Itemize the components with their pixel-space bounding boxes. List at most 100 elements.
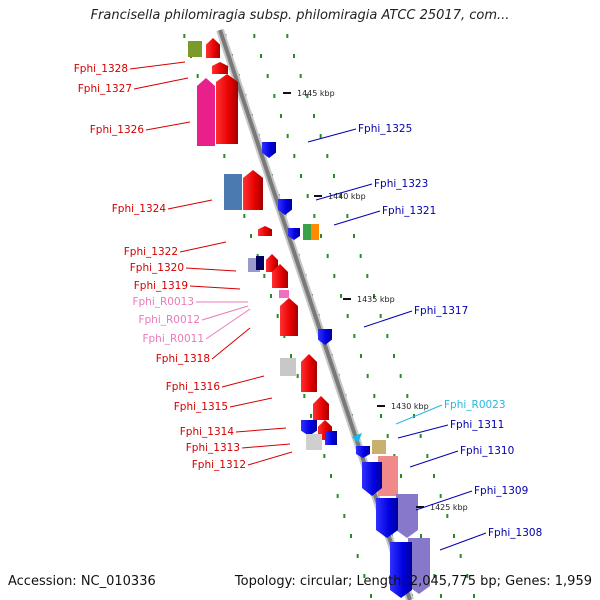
tick-dot xyxy=(293,154,296,158)
tick-dot xyxy=(270,294,272,298)
tick-dot xyxy=(453,534,455,538)
leader-line xyxy=(179,241,227,253)
feature-fphi-1321c xyxy=(311,224,319,240)
tick-dot xyxy=(310,414,312,418)
leader-line xyxy=(395,404,443,425)
tick-dot xyxy=(340,294,342,298)
feature-fphi-1316 xyxy=(280,358,296,376)
feature-fphi-1313 xyxy=(301,420,317,436)
gene-label-fphi-r0013: Fphi_R0013 xyxy=(132,296,194,308)
tick-dot xyxy=(299,74,302,78)
tick-dot xyxy=(363,574,366,578)
tick-dot xyxy=(319,134,322,138)
tick-dot xyxy=(380,414,382,418)
gene-label-fphi-r0011: Fphi_R0011 xyxy=(142,333,204,345)
tick-dot xyxy=(306,194,309,198)
feature-fphi-1326 xyxy=(197,78,215,146)
gene-label-fphi-1316: Fphi_1316 xyxy=(166,381,221,393)
tick-dot xyxy=(406,394,409,398)
feature-fphi-1311b xyxy=(356,446,370,458)
leader-line xyxy=(333,210,381,226)
tick-dot xyxy=(459,554,462,558)
tick-dot xyxy=(300,174,302,178)
leader-line xyxy=(167,199,213,210)
gene-label-fphi-1323: Fphi_1323 xyxy=(374,178,428,190)
tick-dot xyxy=(399,374,402,378)
tick-dot xyxy=(473,594,475,598)
tick-dot xyxy=(286,34,289,38)
accession-text: Accession: NC_010336 xyxy=(8,574,156,589)
gene-label-fphi-1318: Fphi_1318 xyxy=(156,353,210,365)
feature-fphi-1324 xyxy=(224,174,242,210)
tick-dot xyxy=(439,494,442,498)
gene-label-fphi-1312: Fphi_1312 xyxy=(192,459,246,471)
tick-dot xyxy=(360,354,362,358)
tick-dot xyxy=(400,474,402,478)
feature-fphi-1309 xyxy=(362,462,382,496)
tick-dot xyxy=(243,214,246,218)
gene-label-fphi-1317: Fphi_1317 xyxy=(414,305,468,317)
feature-fphi-1320c xyxy=(266,254,278,272)
tick-dot xyxy=(379,314,382,318)
feature-fphi-1323 xyxy=(278,199,292,215)
leader-line xyxy=(235,427,287,433)
gene-label-fphi-1313: Fphi_1313 xyxy=(186,442,240,454)
tick-dot xyxy=(303,394,306,398)
tick-dot xyxy=(420,534,422,538)
leader-line xyxy=(229,397,273,408)
tick-dot xyxy=(419,434,422,438)
tick-dot xyxy=(366,274,369,278)
tick-dot xyxy=(276,314,279,318)
tick-dot xyxy=(353,234,355,238)
tick-dot xyxy=(223,154,226,158)
feature-fphi-1311 xyxy=(372,440,386,454)
feature-fphi-1318 xyxy=(280,298,298,336)
feature-fphi-1325 xyxy=(262,142,276,158)
tick-dot xyxy=(323,454,326,458)
feature-fphi-1322 xyxy=(258,226,272,236)
gene-label-fphi-1308: Fphi_1308 xyxy=(488,527,542,539)
tick-dot xyxy=(296,374,299,378)
tick-dot xyxy=(306,94,309,98)
tick-dot xyxy=(260,54,262,58)
scale-label: 1425 kbp xyxy=(430,503,468,512)
tick-dot xyxy=(333,274,336,278)
feature-fphi-1328 xyxy=(188,41,202,57)
feature-fphi-1317 xyxy=(318,329,332,345)
scale-label: 1445 kbp xyxy=(297,89,335,98)
tick-dot xyxy=(313,214,316,218)
tick-dot xyxy=(266,74,269,78)
tick-dot xyxy=(326,254,329,258)
tick-dot xyxy=(333,174,335,178)
feature-fphi-1312b xyxy=(325,431,337,445)
tick-dot xyxy=(433,474,435,478)
gene-label-fphi-1314: Fphi_1314 xyxy=(180,426,235,438)
tick-dot xyxy=(393,354,395,358)
feature-fphi-r0023 xyxy=(352,433,362,443)
leader-line xyxy=(307,128,357,143)
tick-dot xyxy=(373,294,375,298)
feature-fphi-1310 xyxy=(378,456,398,496)
leader-line xyxy=(363,310,413,328)
leader-line xyxy=(241,443,291,449)
feature-fphi-1321b xyxy=(303,224,311,240)
tick-dot xyxy=(336,494,339,498)
tick-dot xyxy=(386,334,389,338)
leader-line xyxy=(397,424,449,439)
tick-dot xyxy=(326,154,329,158)
feature-fphi-1308c xyxy=(390,542,412,598)
leader-line xyxy=(211,327,251,360)
gene-label-fphi-1324: Fphi_1324 xyxy=(112,203,167,215)
tick-dot xyxy=(356,554,359,558)
gene-label-fphi-1326: Fphi_1326 xyxy=(90,124,145,136)
leader-line xyxy=(189,285,241,290)
tick-dot xyxy=(346,214,349,218)
feature-fphi-1319 xyxy=(272,264,288,288)
tick-dot xyxy=(196,74,199,78)
tick-dot xyxy=(273,94,276,98)
feature-fphi-1320b xyxy=(256,256,264,270)
gene-label-fphi-1325: Fphi_1325 xyxy=(358,123,412,135)
leader-line xyxy=(409,450,459,468)
leader-line xyxy=(129,61,186,70)
leader-line xyxy=(205,308,251,340)
